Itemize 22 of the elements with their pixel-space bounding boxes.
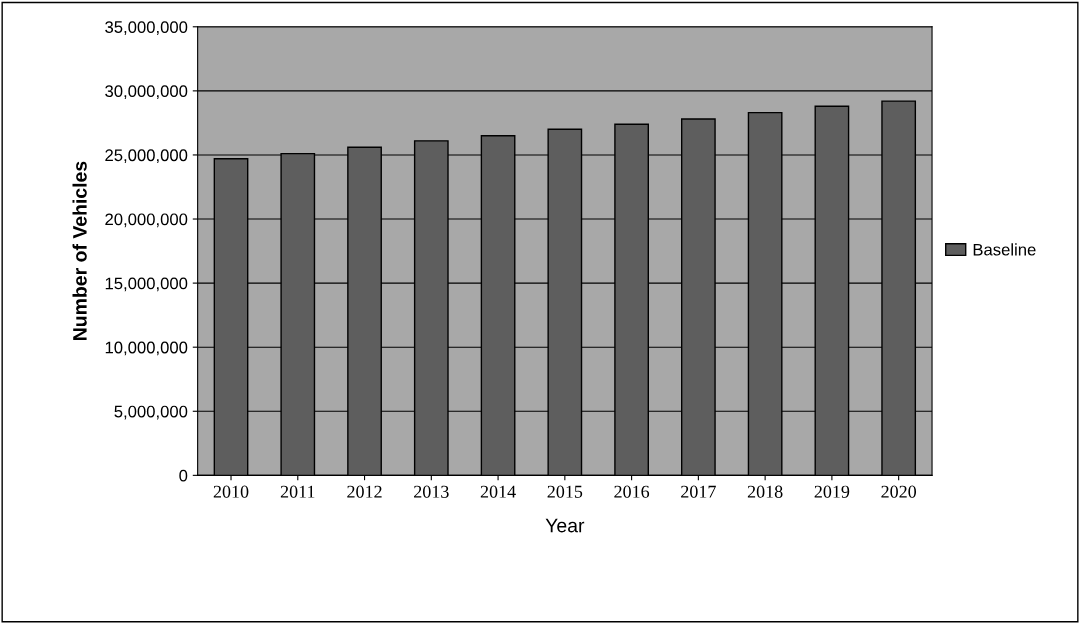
x-tick-label: 2020: [881, 485, 917, 498]
x-tick-label: 2010: [213, 485, 249, 498]
y-tick-label: 30,000,000: [105, 85, 188, 100]
x-tick-label: 2011: [280, 485, 315, 498]
x-tick-label: 2018: [747, 485, 783, 498]
y-tick-label: 0: [179, 469, 188, 482]
y-tick-label: 15,000,000: [105, 277, 188, 292]
y-tick-label: 20,000,000: [105, 213, 188, 228]
x-tick-label: 2017: [681, 485, 716, 498]
y-tick-label: 5,000,000: [114, 405, 188, 420]
x-tick-label: 2019: [814, 485, 850, 498]
y-tick-label: 35,000,000: [105, 21, 188, 35]
x-tick-label: 2013: [414, 485, 449, 498]
x-tick-label: 2015: [547, 485, 583, 498]
x-tick-label: 2016: [614, 485, 650, 498]
legend-label: Baseline: [973, 243, 1036, 256]
y-tick-label: 10,000,000: [105, 341, 188, 356]
x-axis-title: Year: [545, 518, 585, 533]
y-tick-label: 25,000,000: [105, 149, 188, 164]
y-axis-title: Number of Vehicles: [72, 161, 87, 340]
x-tick-label: 2012: [347, 485, 382, 498]
x-tick-label: 2014: [480, 485, 516, 498]
